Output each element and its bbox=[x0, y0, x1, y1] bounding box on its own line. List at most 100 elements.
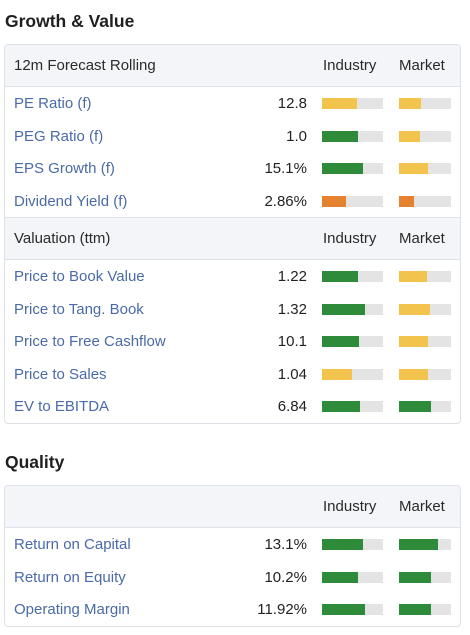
industry-rank-bar bbox=[322, 401, 383, 412]
metric-row: EPS Growth (f) 15.1% bbox=[5, 152, 460, 185]
valuation-header-industry: Industry bbox=[323, 230, 377, 247]
market-rank-fill bbox=[399, 130, 421, 142]
forecast-header-market: Market bbox=[399, 57, 445, 74]
market-rank-fill bbox=[399, 163, 428, 174]
market-rank-fill bbox=[399, 303, 431, 315]
market-rank-fill bbox=[399, 571, 432, 583]
industry-rank-fill bbox=[322, 98, 357, 109]
market-rank-bar bbox=[399, 271, 451, 282]
industry-rank-fill bbox=[322, 571, 358, 583]
market-rank-fill bbox=[399, 271, 428, 282]
market-rank-fill bbox=[399, 368, 429, 380]
market-rank-fill bbox=[399, 604, 432, 615]
industry-rank-fill bbox=[322, 539, 363, 550]
metric-row: Return on Capital 13.1% bbox=[5, 528, 460, 561]
market-rank-fill bbox=[399, 336, 429, 347]
metric-name-link[interactable]: Price to Sales bbox=[14, 365, 107, 383]
industry-rank-fill bbox=[322, 368, 352, 380]
industry-rank-bar bbox=[322, 195, 383, 207]
metric-name-link[interactable]: Operating Margin bbox=[14, 601, 130, 618]
forecast-header: 12m Forecast Rolling Industry Market bbox=[5, 45, 460, 87]
industry-rank-fill bbox=[322, 195, 346, 207]
metric-row: Price to Book Value 1.22 bbox=[5, 260, 460, 293]
growth-value-card: 12m Forecast Rolling Industry Market PE … bbox=[4, 44, 461, 424]
metric-name-link[interactable]: Return on Equity bbox=[14, 568, 126, 586]
market-rank-bar bbox=[399, 98, 451, 109]
industry-rank-bar bbox=[322, 368, 383, 380]
metric-row: Price to Free Cashflow 10.1 bbox=[5, 325, 460, 358]
forecast-header-industry: Industry bbox=[323, 57, 377, 74]
market-rank-bar bbox=[399, 130, 451, 142]
quality-rows: Return on Capital 13.1% Return on Equity 10… bbox=[5, 528, 460, 626]
forecast-header-label: 12m Forecast Rolling bbox=[14, 57, 156, 74]
market-rank-fill bbox=[399, 539, 438, 550]
valuation-header-market: Market bbox=[399, 230, 445, 247]
metric-name-link[interactable]: Price to Free Cashflow bbox=[14, 333, 166, 350]
industry-rank-bar bbox=[322, 604, 383, 615]
metric-name-link[interactable]: EPS Growth (f) bbox=[14, 160, 115, 177]
metric-row: Return on Equity 10.2% bbox=[5, 561, 460, 594]
quality-header: Industry Market bbox=[5, 486, 460, 528]
industry-rank-bar bbox=[322, 98, 383, 109]
industry-rank-fill bbox=[322, 163, 363, 174]
growth-value-title: Growth & Value bbox=[5, 11, 135, 31]
market-rank-bar bbox=[399, 336, 451, 347]
metric-name-link[interactable]: PE Ratio (f) bbox=[14, 95, 92, 112]
industry-rank-bar bbox=[322, 539, 383, 550]
metric-row: PEG Ratio (f) 1.0 bbox=[5, 120, 460, 153]
metric-value: 10.2% bbox=[264, 568, 307, 586]
quality-header-industry: Industry bbox=[323, 498, 377, 515]
quality-card: Industry Market Return on Capital 13.1% Re… bbox=[4, 485, 461, 627]
industry-rank-fill bbox=[322, 271, 358, 282]
metric-name-link[interactable]: Return on Capital bbox=[14, 536, 131, 553]
market-rank-fill bbox=[399, 401, 432, 412]
industry-rank-fill bbox=[322, 336, 360, 347]
market-rank-fill bbox=[399, 195, 414, 207]
metric-row: Dividend Yield (f) 2.86% bbox=[5, 185, 460, 218]
industry-rank-bar bbox=[322, 130, 383, 142]
market-rank-fill bbox=[399, 98, 422, 109]
valuation-header-label: Valuation (ttm) bbox=[14, 230, 111, 247]
metric-value: 1.32 bbox=[277, 300, 307, 318]
metric-value: 1.0 bbox=[286, 127, 307, 145]
metric-value: 1.22 bbox=[277, 268, 307, 285]
metric-value: 6.84 bbox=[277, 398, 307, 415]
metric-value: 12.8 bbox=[277, 95, 307, 112]
quality-title: Quality bbox=[5, 452, 65, 472]
market-rank-bar bbox=[399, 571, 451, 583]
quality-header-market: Market bbox=[399, 498, 445, 515]
metric-name-link[interactable]: EV to EBITDA bbox=[14, 398, 110, 415]
market-rank-bar bbox=[399, 163, 451, 174]
metric-value: 2.86% bbox=[264, 192, 307, 210]
industry-rank-bar bbox=[322, 336, 383, 347]
valuation-rows: Price to Book Value 1.22 Price to Tang. Bo… bbox=[5, 260, 460, 423]
market-rank-bar bbox=[399, 303, 451, 315]
metric-row: PE Ratio (f) 12.8 bbox=[5, 87, 460, 120]
metric-value: 11.92% bbox=[257, 601, 307, 618]
metric-row: Price to Tang. Book 1.32 bbox=[5, 293, 460, 326]
forecast-rows: PE Ratio (f) 12.8 PEG Ratio (f) 1.0 EPS Grow… bbox=[5, 87, 460, 217]
industry-rank-bar bbox=[322, 271, 383, 282]
metric-row: EV to EBITDA 6.84 bbox=[5, 390, 460, 423]
industry-rank-bar bbox=[322, 571, 383, 583]
market-rank-bar bbox=[399, 368, 451, 380]
market-rank-bar bbox=[399, 401, 451, 412]
industry-rank-fill bbox=[322, 130, 358, 142]
valuation-header: Valuation (ttm) Industry Market bbox=[5, 217, 460, 260]
metric-value: 13.1% bbox=[264, 536, 307, 553]
metric-name-link[interactable]: Price to Tang. Book bbox=[14, 300, 144, 318]
metric-row: Operating Margin 11.92% bbox=[5, 593, 460, 626]
metric-name-link[interactable]: Dividend Yield (f) bbox=[14, 192, 128, 210]
metric-value: 10.1 bbox=[277, 333, 307, 350]
industry-rank-bar bbox=[322, 163, 383, 174]
metric-value: 1.04 bbox=[277, 365, 307, 383]
industry-rank-bar bbox=[322, 303, 383, 315]
industry-rank-fill bbox=[322, 303, 365, 315]
metric-name-link[interactable]: Price to Book Value bbox=[14, 268, 145, 285]
industry-rank-fill bbox=[322, 604, 365, 615]
metric-name-link[interactable]: PEG Ratio (f) bbox=[14, 127, 104, 145]
metric-row: Price to Sales 1.04 bbox=[5, 358, 460, 391]
metric-value: 15.1% bbox=[264, 160, 307, 177]
market-rank-bar bbox=[399, 604, 451, 615]
industry-rank-fill bbox=[322, 401, 360, 412]
